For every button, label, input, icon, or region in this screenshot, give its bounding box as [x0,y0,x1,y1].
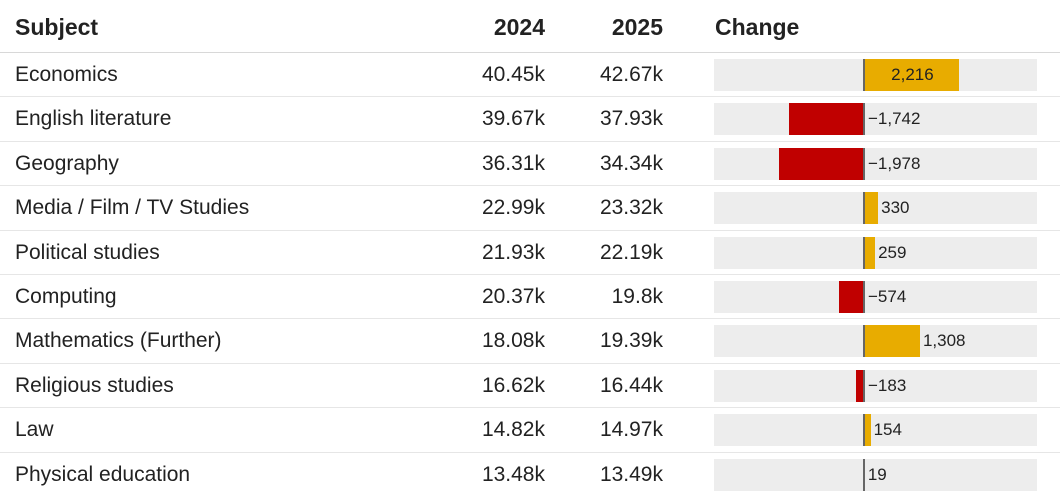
zero-line [863,192,865,225]
header-year-2025: 2025 [611,14,663,40]
change-label: 259 [878,242,907,262]
value-2025-cell: 22.19k [599,240,663,264]
subject-cell: Computing [15,284,117,308]
value-2024-cell: 18.08k [481,329,545,353]
change-bar-negative [839,280,864,313]
zero-line [863,280,865,313]
subject-cell: Geography [15,151,119,175]
zero-line [863,59,865,91]
change-bar-positive [864,414,871,447]
zero-line [863,103,865,136]
subject-cell: English literature [15,107,172,131]
change-track: 259 [714,236,1037,269]
value-2024-cell: 36.31k [481,151,545,175]
zero-line [863,458,865,491]
change-track: 1,308 [714,325,1037,358]
change-bar-positive [864,325,920,358]
change-bar-negative [789,103,864,136]
change-label: 154 [873,420,902,440]
table-row: Computing 20.37k 19.8k −574 [0,275,1060,320]
value-2025-cell: 13.49k [599,462,663,486]
value-2024-cell: 39.67k [481,107,545,131]
change-track: −1,978 [714,147,1037,180]
value-2024-cell: 22.99k [481,196,545,220]
change-label: −1,978 [868,153,921,173]
table-row: Political studies 21.93k 22.19k 259 [0,231,1060,275]
value-2025-cell: 42.67k [599,63,663,86]
subject-cell: Religious studies [15,373,174,397]
table-row: Geography 36.31k 34.34k −1,978 [0,142,1060,187]
change-bar-positive [864,236,876,269]
table-body: Economics 40.45k 42.67k 2,216 English litera… [0,53,1060,497]
zero-line [863,236,865,269]
change-track: 2,216 [714,59,1037,91]
table-row: Physical education 13.48k 13.49k 19 [0,453,1060,497]
change-bar-negative [856,369,864,402]
value-2024-cell: 20.37k [481,284,545,308]
value-2024-cell: 16.62k [481,373,545,397]
table-row: Economics 40.45k 42.67k 2,216 [0,53,1060,98]
value-2025-cell: 14.97k [599,418,663,442]
change-bar-positive [864,192,879,225]
value-2024-cell: 13.48k [481,462,545,486]
zero-line [863,414,865,447]
change-track: −183 [714,369,1037,402]
change-track: −1,742 [714,103,1037,136]
change-label: 19 [867,464,887,484]
subject-cell: Political studies [15,240,160,264]
header-change: Change [715,14,800,40]
change-bar-negative [779,147,864,180]
change-label: −1,742 [868,109,921,129]
value-2024-cell: 21.93k [481,240,545,264]
zero-line [863,147,865,180]
subject-cell: Economics [15,63,118,86]
subject-cell: Law [15,418,54,442]
change-label: 1,308 [922,331,966,351]
change-track: 154 [714,414,1037,447]
header-year-2024: 2024 [493,14,545,40]
change-label: −183 [868,375,907,395]
value-2025-cell: 19.8k [611,284,663,308]
value-2025-cell: 37.93k [599,107,663,131]
table-row: English literature 39.67k 37.93k −1,742 [0,97,1060,142]
value-2024-cell: 14.82k [481,418,545,442]
table-row: Mathematics (Further) 18.08k 19.39k 1,308 [0,319,1060,364]
subject-cell: Physical education [15,462,191,486]
change-track: 330 [714,192,1037,225]
header-divider [0,52,1060,53]
table-row: Law 14.82k 14.97k 154 [0,408,1060,453]
value-2024-cell: 40.45k [481,63,545,86]
value-2025-cell: 23.32k [599,196,663,220]
zero-line [863,369,865,402]
subject-cell: Mathematics (Further) [15,329,222,353]
value-2025-cell: 16.44k [599,373,663,397]
change-label: −574 [868,286,907,306]
change-label: 330 [881,198,910,218]
table-row: Media / Film / TV Studies 22.99k 23.32k 330 [0,186,1060,231]
value-2025-cell: 34.34k [599,151,663,175]
change-bar-positive [864,59,959,91]
value-2025-cell: 19.39k [599,329,663,353]
change-label: 2,216 [891,65,934,84]
subject-cell: Media / Film / TV Studies [15,196,250,220]
header-subject: Subject [15,14,99,40]
change-track: 19 [714,458,1037,491]
zero-line [863,325,865,358]
table-row: Religious studies 16.62k 16.44k −183 [0,364,1060,409]
table-header: Subject 2024 2025 Change [0,0,1060,52]
change-track: −574 [714,280,1037,313]
